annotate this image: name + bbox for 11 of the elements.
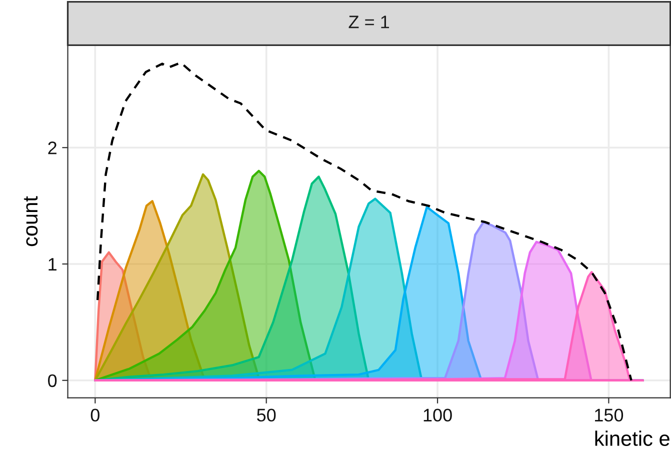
y-tick-label: 1 (48, 258, 56, 271)
x-tick-label: 100 (424, 408, 452, 422)
x-tick-label: 150 (595, 408, 624, 422)
x-tick-label: 0 (90, 408, 100, 422)
y-axis-title: count (24, 196, 38, 246)
x-tick-label: 50 (257, 408, 276, 422)
x-axis-title: kinetic e (595, 430, 670, 446)
y-tick-label: 0 (48, 374, 57, 388)
line-series (96, 62, 632, 382)
y-tick-label: 2 (48, 142, 56, 154)
chart-title: Z = 1 (348, 16, 389, 28)
